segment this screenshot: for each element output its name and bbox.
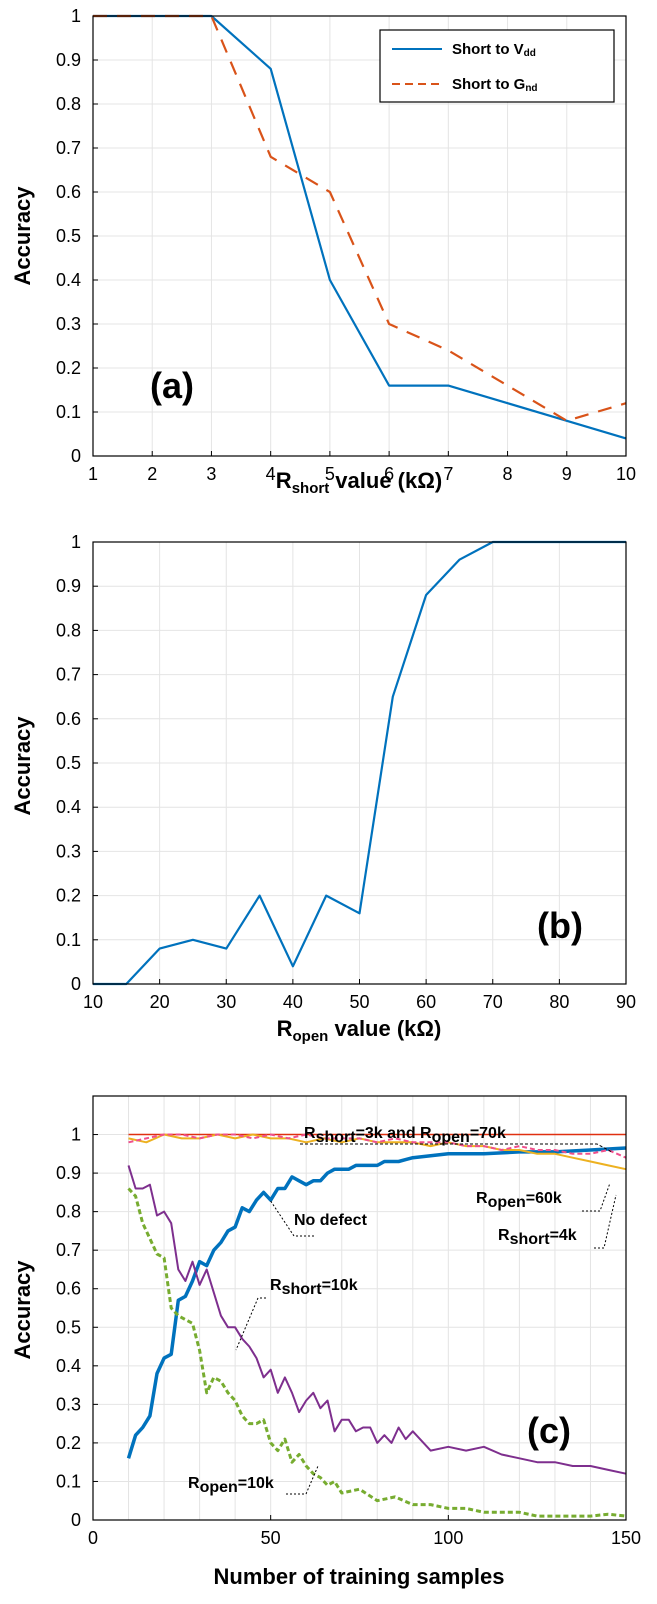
y-tick-label: 0.1 [56, 402, 81, 422]
y-tick-label: 0.9 [56, 1163, 81, 1183]
y-tick-label: 0.3 [56, 841, 81, 861]
y-tick-label: 0.3 [56, 314, 81, 334]
x-tick-label: 10 [83, 992, 103, 1012]
x-tick-label: 50 [261, 1528, 281, 1548]
x-tick-label: 7 [443, 464, 453, 484]
x-tick-label: 5 [325, 464, 335, 484]
x-axis-label-a: Rshort value (kΩ) [276, 468, 442, 497]
x-tick-label: 20 [150, 992, 170, 1012]
legend-a: Short to Vdd Short to Gnd [379, 29, 615, 103]
ticks-a: 1 2 3 4 5 6 7 8 9 10 0 0.1 0.2 0.3 0.4 0.5 0.6 0.7 0.8 0.9 1 [56, 6, 636, 484]
series-c [126, 1133, 627, 1518]
annotation-rshort4k: Rshort=4k [498, 1227, 577, 1248]
series-line-c-1 [127, 1165, 627, 1475]
x-tick-label: 1 [88, 464, 98, 484]
panel-tag-a: (a) [150, 365, 194, 406]
y-tick-label: 0.9 [56, 576, 81, 596]
y-tick-label: 0.1 [56, 930, 81, 950]
panel-c: 0 50 100 150 0 0.1 0.2 0.3 0.4 0.5 0.6 0.7 0.8 0.9 1 (… [10, 1095, 641, 1589]
y-tick-label: 0.7 [56, 665, 81, 685]
annotation-leader-ropen10k [286, 1465, 319, 1495]
y-tick-label: 0.8 [56, 620, 81, 640]
x-tick-label: 30 [216, 992, 236, 1012]
x-tick-label: 80 [549, 992, 569, 1012]
x-tick-label: 40 [283, 992, 303, 1012]
x-tick-label: 6 [384, 464, 394, 484]
annotation-rshort3k-ropen70k: Rshort=3k and Ropen=70k [304, 1125, 506, 1146]
x-tick-label: 100 [433, 1528, 463, 1548]
x-axis-label-b: Ropen value (kΩ) [277, 1016, 442, 1045]
series-line-a-1 [93, 14, 627, 422]
annotation-no-defect: No defect [294, 1212, 368, 1229]
x-axis-label-c: Number of training samples [214, 1564, 505, 1589]
annotation-leader-rshort10k [235, 1297, 266, 1351]
y-tick-label: 0 [71, 1510, 81, 1530]
annotation-ropen10k: Ropen=10k [188, 1475, 274, 1496]
y-tick-label: 0.6 [56, 709, 81, 729]
y-tick-label: 0.5 [56, 753, 81, 773]
y-tick-label: 0.2 [56, 358, 81, 378]
x-tick-label: 90 [616, 992, 636, 1012]
x-tick-label: 50 [349, 992, 369, 1012]
axes-frame-c [92, 1095, 627, 1521]
y-tick-label: 1 [71, 6, 81, 26]
annotations-c: Rshort=3k and Ropen=70k Ropen=60k No def… [188, 1125, 617, 1496]
y-tick-label: 0.4 [56, 797, 81, 817]
series-line-c-2 [127, 1187, 627, 1518]
y-tick-label: 0.1 [56, 1471, 81, 1491]
annotation-leader-no-defect [269, 1199, 314, 1237]
y-tick-label: 0 [71, 446, 81, 466]
series-line-c-0 [126, 1146, 627, 1459]
annotation-leader-top [300, 1143, 613, 1153]
legend-label-gnd: Short to Gnd [452, 76, 538, 94]
legend-label-vdd: Short to Vdd [452, 41, 536, 59]
gridlines-b [92, 541, 627, 985]
y-tick-label: 0.3 [56, 1394, 81, 1414]
axes-frame-a [92, 15, 627, 457]
x-tick-label: 8 [503, 464, 513, 484]
legend-box-a [379, 29, 615, 103]
y-tick-label: 0.4 [56, 270, 81, 290]
y-tick-label: 1 [71, 1125, 81, 1145]
x-tick-label: 2 [147, 464, 157, 484]
x-tick-label: 3 [206, 464, 216, 484]
y-tick-label: 0.5 [56, 226, 81, 246]
y-tick-label: 0.7 [56, 1240, 81, 1260]
annotation-leader-rshort4k [594, 1194, 617, 1249]
y-tick-label: 0.8 [56, 1202, 81, 1222]
x-tick-label: 10 [616, 464, 636, 484]
y-tick-label: 0.5 [56, 1317, 81, 1337]
annotation-ropen60k: Ropen=60k [476, 1190, 562, 1211]
y-tick-label: 0.6 [56, 182, 81, 202]
x-tick-label: 150 [611, 1528, 641, 1548]
annotation-leader-ropen60k [582, 1182, 611, 1212]
panel-b: 10 20 30 40 50 60 70 80 90 0 0.1 0.2 0.3 0.4 0.5 0.6 0.7… [10, 532, 636, 1045]
axes-frame-b [92, 541, 627, 985]
series-line-c-5 [128, 1133, 627, 1159]
x-tick-label: 0 [88, 1528, 98, 1548]
y-tick-label: 0 [71, 974, 81, 994]
y-tick-label: 0.7 [56, 138, 81, 158]
panel-tag-b: (b) [537, 905, 583, 946]
y-tick-label: 0.9 [56, 50, 81, 70]
x-tick-label: 60 [416, 992, 436, 1012]
x-tick-label: 70 [483, 992, 503, 1012]
x-tick-label: 4 [266, 464, 276, 484]
y-tick-label: 0.8 [56, 94, 81, 114]
y-axis-label-b: Accuracy [10, 716, 35, 816]
y-tick-label: 0.4 [56, 1356, 81, 1376]
annotation-rshort10k: Rshort=10k [270, 1277, 358, 1298]
y-axis-label-a: Accuracy [10, 186, 35, 286]
panel-tag-c: (c) [527, 1410, 571, 1451]
y-tick-label: 0.6 [56, 1279, 81, 1299]
ticks-b: 10 20 30 40 50 60 70 80 90 0 0.1 0.2 0.3 0.4 0.5 0.6 0.7… [56, 532, 636, 1012]
x-tick-label: 9 [562, 464, 572, 484]
y-tick-label: 0.2 [56, 886, 81, 906]
y-tick-label: 1 [71, 532, 81, 552]
y-axis-label-c: Accuracy [10, 1260, 35, 1360]
panel-a: 1 2 3 4 5 6 7 8 9 1000.10.20.30.40.50.60.70.80.91… [10, 6, 636, 497]
y-tick-label: 0.2 [56, 1433, 81, 1453]
